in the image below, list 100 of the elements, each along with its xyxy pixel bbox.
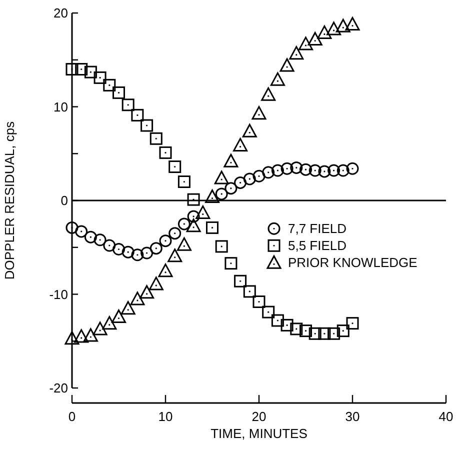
point (300, 163, 312, 176)
point (328, 327, 340, 340)
point (168, 227, 182, 240)
point (243, 285, 256, 298)
y-tick-label: -20 (49, 380, 68, 396)
x-tick-label: 30 (345, 409, 360, 424)
point (262, 306, 275, 318)
point (159, 234, 172, 248)
point (84, 66, 97, 78)
point (224, 257, 238, 270)
point (103, 239, 116, 252)
point (234, 176, 247, 189)
point (150, 132, 162, 145)
point (186, 218, 201, 232)
point (308, 327, 322, 340)
legend-label: PRIOR KNOWLEDGE (288, 255, 418, 270)
point (64, 331, 80, 345)
point (140, 246, 154, 260)
point (94, 234, 106, 246)
point (345, 17, 360, 30)
point (261, 87, 276, 101)
point (120, 301, 136, 315)
point (206, 221, 218, 234)
point (336, 18, 350, 32)
point (168, 160, 182, 173)
point (308, 164, 322, 177)
point (74, 329, 89, 343)
point (148, 276, 164, 290)
point (271, 164, 284, 177)
point (317, 25, 332, 39)
x-axis-title: TIME, MINUTES (210, 426, 308, 441)
point (290, 161, 303, 174)
y-tick-label: 10 (54, 99, 68, 114)
point (280, 318, 294, 332)
point (140, 119, 154, 132)
point (252, 296, 266, 308)
point (280, 58, 294, 72)
point (168, 248, 182, 262)
point (346, 317, 359, 330)
point (187, 193, 200, 206)
point (187, 210, 200, 223)
point (336, 164, 350, 177)
point (112, 243, 125, 256)
point (298, 36, 313, 50)
point (140, 285, 154, 299)
point (122, 98, 134, 112)
point (103, 78, 116, 92)
point (290, 322, 303, 336)
point (75, 225, 88, 238)
point (196, 205, 210, 219)
point (346, 162, 359, 175)
point (112, 86, 125, 99)
point (83, 328, 98, 342)
point (224, 154, 238, 168)
point (300, 324, 312, 338)
point (158, 264, 173, 278)
point (150, 242, 162, 255)
point (289, 46, 304, 60)
y-tick-label: 20 (54, 6, 68, 21)
point (214, 170, 229, 184)
point (122, 246, 134, 258)
point (224, 182, 238, 195)
point (94, 71, 106, 84)
point (215, 188, 228, 200)
point (243, 172, 256, 186)
x-tick-label: 20 (252, 409, 266, 424)
point (252, 106, 266, 120)
point (242, 124, 257, 138)
point (262, 166, 275, 179)
point (205, 190, 220, 203)
point (318, 327, 331, 340)
point (178, 218, 190, 230)
point (328, 164, 340, 177)
point (318, 165, 331, 178)
point (84, 230, 97, 244)
point (178, 176, 190, 188)
point (131, 108, 144, 122)
point (215, 240, 228, 253)
y-axis-title: DOPPLER RESIDUAL, cps (2, 120, 17, 280)
point (131, 248, 144, 262)
y-tick-label: -10 (49, 286, 68, 302)
point (336, 324, 350, 338)
x-tick-label: 40 (438, 409, 454, 424)
legend-label: 7,7 FIELD (288, 221, 347, 236)
y-tick-label: 0 (60, 193, 68, 208)
x-tick-label: 10 (158, 409, 173, 424)
point (130, 292, 145, 306)
point (233, 138, 248, 152)
point (326, 22, 342, 36)
point (102, 316, 117, 330)
point (92, 322, 108, 336)
legend-label: 5,5 FIELD (288, 238, 347, 254)
point (66, 221, 78, 234)
point (75, 63, 88, 76)
point (112, 310, 126, 323)
point (252, 170, 266, 182)
point (271, 314, 284, 327)
point (280, 162, 294, 175)
point (176, 237, 192, 251)
point (308, 32, 322, 46)
